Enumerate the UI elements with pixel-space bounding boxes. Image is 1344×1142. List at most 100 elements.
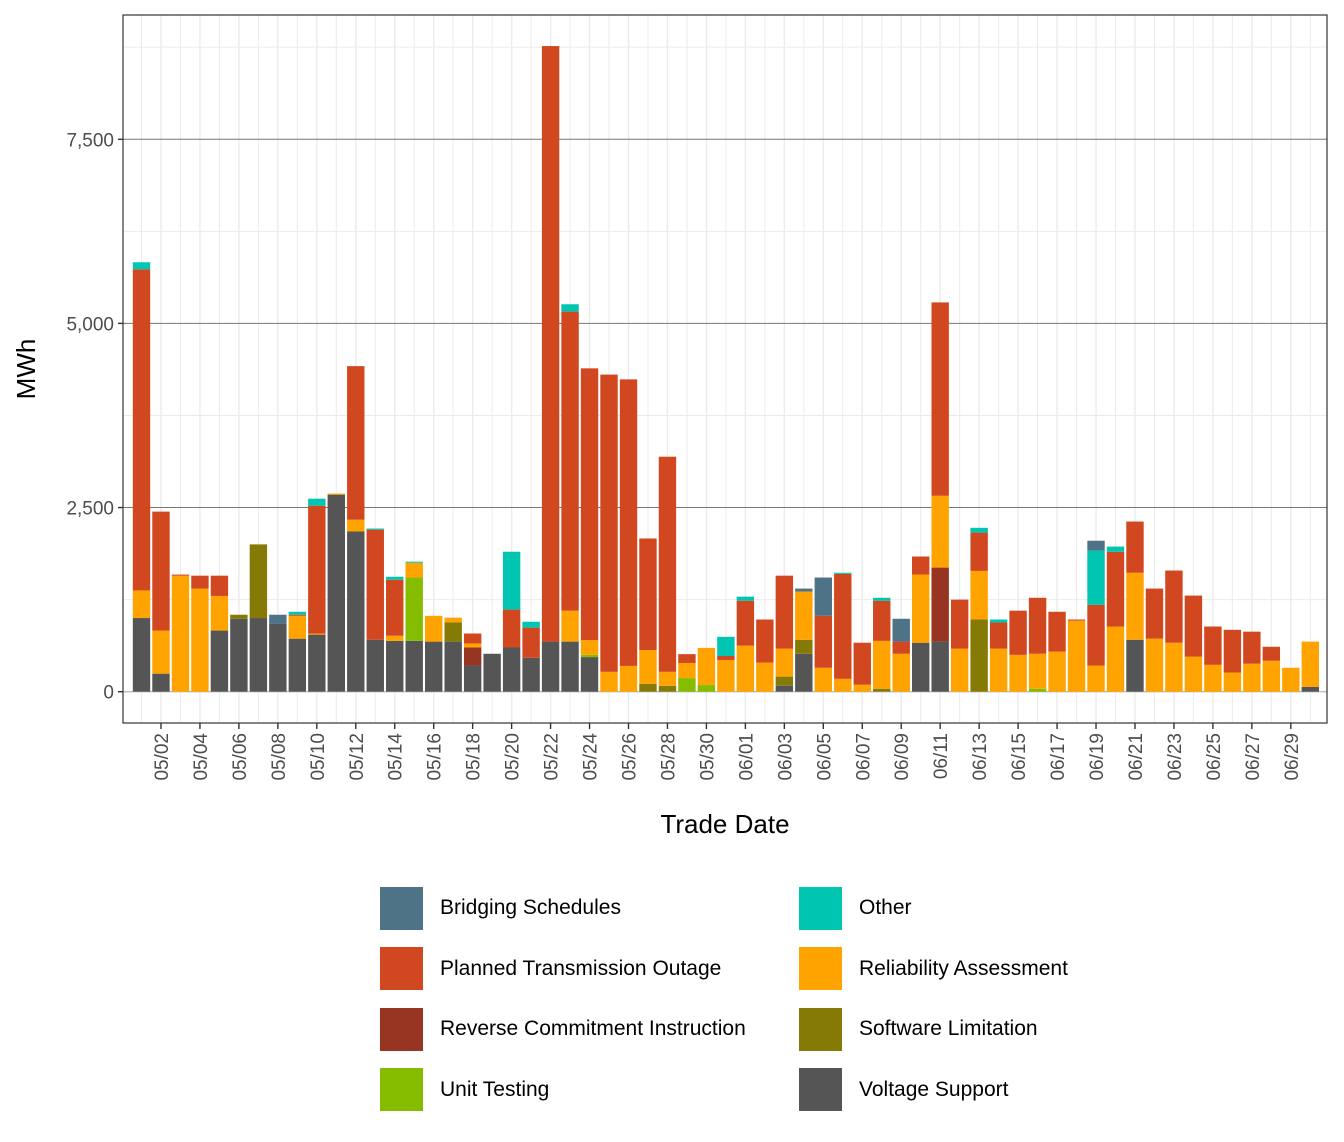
bar-stack xyxy=(580,368,599,692)
x-tick-label: 05/14 xyxy=(386,733,407,781)
bar-segment-planned-transmission-outage xyxy=(600,374,618,672)
bar-segment-voltage-support xyxy=(502,647,521,692)
legend-label: Voltage Support xyxy=(859,1077,1009,1101)
bar-stack xyxy=(892,618,910,692)
bar-segment-reliability-assessment xyxy=(1301,641,1319,687)
bar-segment-voltage-support xyxy=(288,638,307,692)
bar-segment-reliability-assessment xyxy=(463,643,482,648)
bar-segment-other xyxy=(717,636,735,656)
bar-stack xyxy=(132,262,151,692)
legend-swatch xyxy=(799,947,842,990)
bar-segment-planned-transmission-outage xyxy=(1048,611,1066,652)
bar-segment-reliability-assessment xyxy=(1184,656,1203,692)
bar-segment-planned-transmission-outage xyxy=(814,615,832,668)
x-tick-label: 05/02 xyxy=(152,733,173,781)
bar-segment-other xyxy=(288,611,307,615)
bar-segment-reliability-assessment xyxy=(1262,660,1281,692)
bar-segment-planned-transmission-outage xyxy=(288,614,307,616)
x-axis-title: Trade Date xyxy=(660,809,789,839)
bar-segment-voltage-support xyxy=(522,657,540,692)
bar-segment-planned-transmission-outage xyxy=(1223,629,1242,673)
legend-item: Planned Transmission Outage xyxy=(380,947,721,991)
bar-segment-reliability-assessment xyxy=(1165,642,1183,692)
bar-segment-voltage-support xyxy=(580,657,599,692)
bar-stack xyxy=(483,653,501,692)
x-tick-label: 06/07 xyxy=(853,733,874,781)
bar-segment-planned-transmission-outage xyxy=(1087,604,1105,666)
bar-stack xyxy=(970,527,988,692)
bar-segment-bridging-schedules xyxy=(814,577,832,616)
bar-segment-other xyxy=(386,576,404,580)
x-tick-label: 05/04 xyxy=(191,733,212,781)
bar-segment-reliability-assessment xyxy=(736,645,755,692)
bar-segment-voltage-support xyxy=(1126,639,1144,692)
bar-segment-planned-transmission-outage xyxy=(522,627,540,658)
x-tick-label: 06/21 xyxy=(1126,733,1147,781)
bar-segment-reliability-assessment xyxy=(989,648,1008,692)
x-tick-label: 05/30 xyxy=(697,733,718,781)
bar-stack xyxy=(1262,646,1281,692)
legend-item: Bridging Schedules xyxy=(380,886,621,930)
bar-segment-reliability-assessment xyxy=(191,588,209,692)
bar-segment-other xyxy=(366,528,384,530)
x-tick-label: 06/09 xyxy=(892,733,913,781)
bar-segment-reliability-assessment xyxy=(639,650,657,684)
bar-stack xyxy=(950,599,969,692)
bar-segment-bridging-schedules xyxy=(892,618,910,642)
bar-segment-planned-transmission-outage xyxy=(892,641,910,654)
bar-stack xyxy=(814,577,832,692)
bar-stack xyxy=(873,597,891,692)
bar-segment-planned-transmission-outage xyxy=(386,579,404,636)
x-tick-label: 05/28 xyxy=(658,733,679,781)
bar-stack xyxy=(1243,631,1261,692)
bar-segment-other xyxy=(132,262,151,270)
legend-item: Other xyxy=(799,886,912,930)
bar-segment-voltage-support xyxy=(1301,686,1319,692)
legend-label: Bridging Schedules xyxy=(440,896,621,919)
x-tick-label: 06/27 xyxy=(1243,733,1264,781)
bar-segment-reliability-assessment xyxy=(658,671,677,686)
bar-segment-planned-transmission-outage xyxy=(1184,595,1203,657)
legend-swatch xyxy=(799,886,842,930)
bar-stack xyxy=(1106,546,1125,692)
legend-label: Planned Transmission Outage xyxy=(440,956,722,980)
bar-segment-other xyxy=(1087,550,1105,605)
x-tick-label: 05/22 xyxy=(542,733,563,781)
bar-segment-reliability-assessment xyxy=(1282,667,1300,692)
bar-stack xyxy=(347,366,365,692)
bar-segment-planned-transmission-outage xyxy=(775,575,794,649)
bar-segment-reliability-assessment xyxy=(678,662,696,679)
bar-stack xyxy=(1087,540,1105,692)
legend-label: Reliability Assessment xyxy=(859,956,1068,980)
bar-stack xyxy=(989,619,1008,692)
legend-swatch xyxy=(799,1068,842,1111)
bar-segment-planned-transmission-outage xyxy=(171,574,190,576)
x-tick-label: 06/29 xyxy=(1282,733,1303,781)
bar-segment-planned-transmission-outage xyxy=(756,619,774,663)
x-tick-label: 05/18 xyxy=(464,733,485,781)
bar-segment-other xyxy=(873,597,891,601)
bar-segment-reliability-assessment xyxy=(210,595,229,631)
bar-segment-software-limitation xyxy=(230,614,248,619)
bar-segment-reliability-assessment xyxy=(288,615,307,639)
bar-segment-reliability-assessment xyxy=(386,635,404,641)
bar-segment-voltage-support xyxy=(444,641,462,692)
bar-segment-reliability-assessment xyxy=(1009,654,1027,692)
bar-segment-reliability-assessment xyxy=(600,671,618,692)
bar-segment-voltage-support xyxy=(386,640,404,692)
bar-segment-reliability-assessment xyxy=(1106,626,1125,692)
bar-segment-reliability-assessment xyxy=(580,640,599,655)
bar-segment-other xyxy=(405,561,423,563)
bar-segment-other xyxy=(736,596,755,601)
bar-stack xyxy=(1009,610,1027,692)
bar-segment-voltage-support xyxy=(308,634,326,692)
bar-stack xyxy=(1204,626,1222,692)
bar-stack xyxy=(1048,611,1066,692)
bar-segment-planned-transmission-outage xyxy=(152,511,170,631)
bar-stack xyxy=(561,304,579,692)
x-axis: 05/02 05/04 05/06 05/08 05/10 05/12 05/14 05/16… xyxy=(152,723,1303,781)
bar-stack xyxy=(1067,619,1086,692)
legend-item: Voltage Support xyxy=(799,1068,1008,1112)
bar-segment-reliability-assessment xyxy=(347,519,365,532)
x-tick-label: 06/15 xyxy=(1009,733,1030,781)
